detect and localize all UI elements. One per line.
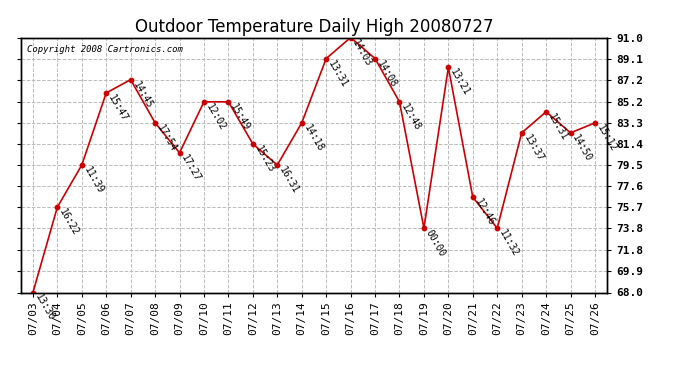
Text: 14:18: 14:18 bbox=[302, 123, 325, 153]
Point bbox=[223, 99, 234, 105]
Point bbox=[540, 109, 551, 115]
Point bbox=[247, 141, 258, 147]
Point bbox=[296, 120, 307, 126]
Point bbox=[150, 120, 161, 126]
Point bbox=[565, 130, 576, 136]
Point bbox=[418, 225, 429, 231]
Text: 13:37: 13:37 bbox=[522, 133, 545, 163]
Text: 14:08: 14:08 bbox=[375, 58, 398, 89]
Text: 15:31: 15:31 bbox=[546, 112, 569, 142]
Point bbox=[589, 120, 600, 126]
Text: 11:32: 11:32 bbox=[497, 228, 520, 259]
Point bbox=[394, 99, 405, 105]
Text: 13:30: 13:30 bbox=[33, 292, 57, 323]
Text: 00:00: 00:00 bbox=[424, 228, 447, 259]
Text: 15:23: 15:23 bbox=[253, 144, 276, 174]
Point bbox=[345, 34, 356, 40]
Point bbox=[174, 150, 185, 156]
Text: 13:31: 13:31 bbox=[326, 58, 350, 89]
Text: 12:46: 12:46 bbox=[473, 197, 496, 228]
Text: 14:45: 14:45 bbox=[130, 80, 154, 110]
Text: 13:21: 13:21 bbox=[448, 68, 472, 98]
Text: 12:48: 12:48 bbox=[400, 102, 423, 132]
Text: 14:50: 14:50 bbox=[571, 133, 594, 163]
Point bbox=[77, 162, 88, 168]
Point bbox=[321, 56, 332, 62]
Point bbox=[443, 64, 454, 70]
Text: 16:22: 16:22 bbox=[57, 207, 81, 238]
Point bbox=[101, 90, 112, 96]
Point bbox=[370, 56, 381, 62]
Point bbox=[492, 225, 503, 231]
Title: Outdoor Temperature Daily High 20080727: Outdoor Temperature Daily High 20080727 bbox=[135, 18, 493, 36]
Point bbox=[199, 99, 210, 105]
Point bbox=[467, 194, 478, 200]
Point bbox=[28, 290, 39, 296]
Text: 11:39: 11:39 bbox=[82, 165, 105, 195]
Point bbox=[516, 130, 527, 136]
Text: 15:12: 15:12 bbox=[595, 123, 618, 153]
Text: Copyright 2008 Cartronics.com: Copyright 2008 Cartronics.com bbox=[26, 45, 182, 54]
Text: 15:49: 15:49 bbox=[228, 102, 252, 132]
Text: 17:27: 17:27 bbox=[179, 153, 203, 183]
Text: 15:47: 15:47 bbox=[106, 93, 130, 123]
Point bbox=[272, 162, 283, 168]
Text: 14:03: 14:03 bbox=[351, 38, 374, 68]
Point bbox=[125, 76, 136, 82]
Text: 17:54: 17:54 bbox=[155, 123, 179, 153]
Text: 16:31: 16:31 bbox=[277, 165, 301, 195]
Text: 12:02: 12:02 bbox=[204, 102, 227, 132]
Point bbox=[52, 204, 63, 210]
